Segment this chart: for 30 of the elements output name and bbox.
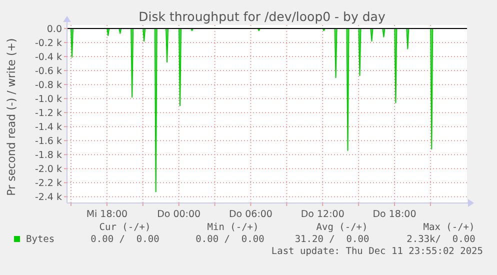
text: Avg (-/+) bbox=[316, 222, 368, 233]
text: Max (-/+) bbox=[423, 222, 475, 233]
text: 2.33k/ 0.00 bbox=[406, 234, 476, 245]
y-tick-label: 0.0 bbox=[46, 24, 62, 36]
y-tick-label: -1.6 k bbox=[34, 136, 62, 148]
text: Cur (-/+) bbox=[99, 222, 151, 233]
y-axis-title: Pr second read (-) / write (+) bbox=[5, 38, 18, 196]
x-tick-label: Do 00:00 bbox=[157, 209, 201, 220]
x-tick-label: Do 12:00 bbox=[300, 209, 344, 220]
x-tick-label: Do 06:00 bbox=[228, 209, 272, 220]
y-tick-label: -0.8 k bbox=[34, 80, 62, 92]
text: 0.00 / 0.00 bbox=[90, 234, 160, 245]
text: Min (-/+) bbox=[207, 222, 259, 233]
y-tick-label: -0.4 k bbox=[34, 52, 62, 64]
chart-title: Disk throughput for /dev/loop0 - by day bbox=[138, 9, 386, 24]
y-tick-label: -2.0 k bbox=[34, 164, 62, 176]
y-tick-label: -0.2 k bbox=[34, 38, 62, 50]
y-tick-label: -2.2 k bbox=[34, 178, 62, 190]
text: 0.00 / 0.00 bbox=[196, 234, 265, 245]
x-tick-label: Mi 18:00 bbox=[86, 209, 128, 220]
legend-label: Bytes bbox=[26, 234, 55, 245]
text: 31.20 / 0.00 bbox=[294, 234, 370, 245]
y-tick-label: -2.4 k bbox=[34, 192, 62, 204]
y-tick-label: -0.6 k bbox=[34, 66, 62, 78]
x-tick-label: Do 18:00 bbox=[372, 209, 416, 220]
y-tick-label: -1.4 k bbox=[34, 122, 62, 134]
text: Last update: Thu Dec 11 23:55:02 2025 bbox=[271, 246, 483, 257]
y-tick-label: -1.0 k bbox=[34, 94, 62, 106]
y-tick-label: -1.2 k bbox=[34, 108, 62, 120]
y-tick-label: -1.8 k bbox=[34, 150, 62, 162]
